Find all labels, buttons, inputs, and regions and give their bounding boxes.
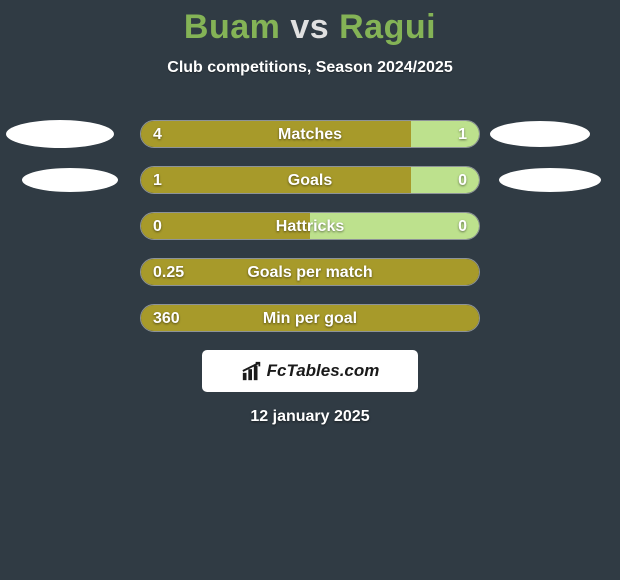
stat-bar-left bbox=[141, 167, 411, 193]
stat-bar: Goals 1 0 bbox=[140, 166, 480, 194]
stat-value-left: 360 bbox=[153, 305, 180, 332]
stat-bar-left bbox=[141, 121, 411, 147]
stat-value-right: 0 bbox=[458, 167, 467, 194]
stat-bar: Matches 4 1 bbox=[140, 120, 480, 148]
stat-row: Matches 4 1 bbox=[0, 120, 620, 148]
stat-row: Hattricks 0 0 bbox=[0, 212, 620, 240]
stat-bar: Goals per match 0.25 bbox=[140, 258, 480, 286]
fctables-logo: FcTables.com bbox=[202, 350, 418, 392]
stat-row: Min per goal 360 bbox=[0, 304, 620, 332]
stat-label: Goals per match bbox=[247, 259, 372, 286]
stat-row: Goals 1 0 bbox=[0, 166, 620, 194]
vs-text: vs bbox=[290, 8, 329, 46]
player1-name: Buam bbox=[184, 8, 280, 46]
stat-value-right: 1 bbox=[458, 121, 467, 148]
stat-bar-right bbox=[411, 167, 479, 193]
stat-label: Hattricks bbox=[276, 213, 344, 240]
stat-label: Goals bbox=[288, 167, 332, 194]
stat-value-left: 0.25 bbox=[153, 259, 184, 286]
club-mark-left bbox=[6, 120, 114, 148]
club-mark-right bbox=[499, 168, 601, 192]
stat-bar: Hattricks 0 0 bbox=[140, 212, 480, 240]
stat-label: Matches bbox=[278, 121, 342, 148]
stat-bar-right bbox=[411, 121, 479, 147]
fctables-logo-text: FcTables.com bbox=[267, 361, 380, 381]
stat-value-left: 1 bbox=[153, 167, 162, 194]
competition-subtitle: Club competitions, Season 2024/2025 bbox=[0, 59, 620, 77]
chart-bars-icon bbox=[241, 360, 263, 382]
comparison-chart: Matches 4 1 Goals 1 0 Hattricks 0 0 Goals per mat… bbox=[0, 120, 620, 426]
stat-row: Goals per match 0.25 bbox=[0, 258, 620, 286]
club-mark-left bbox=[22, 168, 118, 192]
stat-bar: Min per goal 360 bbox=[140, 304, 480, 332]
snapshot-date: 12 january 2025 bbox=[0, 408, 620, 426]
stat-label: Min per goal bbox=[263, 305, 357, 332]
stat-value-left: 0 bbox=[153, 213, 162, 240]
club-mark-right bbox=[490, 121, 590, 147]
stat-value-left: 4 bbox=[153, 121, 162, 148]
page-title: Buam vs Ragui bbox=[0, 0, 620, 47]
stat-value-right: 0 bbox=[458, 213, 467, 240]
player2-name: Ragui bbox=[339, 8, 436, 46]
